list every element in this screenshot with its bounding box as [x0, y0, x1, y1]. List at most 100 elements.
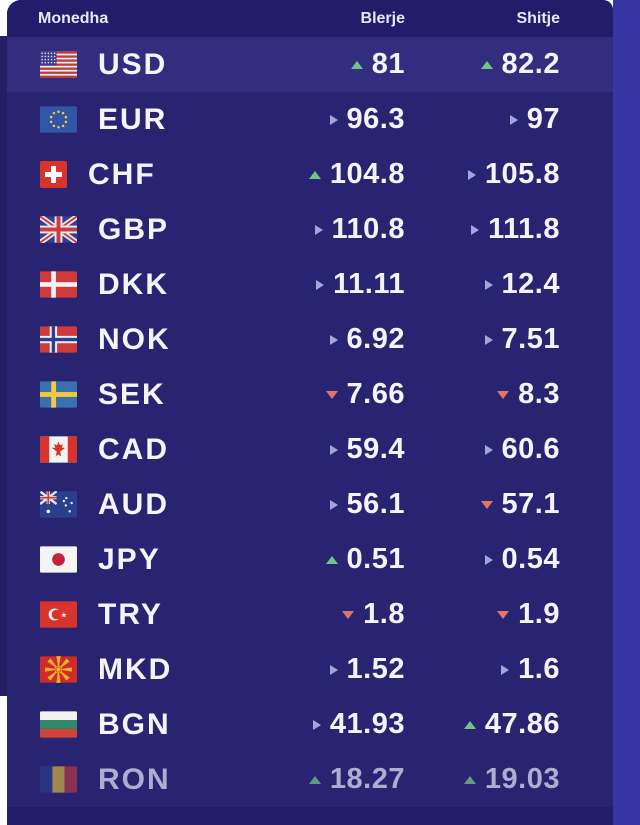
sell-value: 19.03	[484, 763, 560, 795]
table-row: EUR 96.3 97	[7, 92, 613, 147]
trend-up-icon	[463, 775, 476, 784]
currency-cell: JPY	[7, 543, 255, 577]
trend-up-icon	[350, 60, 363, 69]
buy-cell: 41.93	[255, 708, 405, 741]
trend-right-icon	[329, 334, 338, 345]
trend-down-icon	[325, 390, 338, 399]
buy-value: 104.8	[329, 158, 405, 190]
rates-table-body: USD 81 82.2 EUR 96.3 97 CHF 104.8 105.8 GBP 110.8…	[7, 37, 613, 807]
buy-cell: 81	[255, 48, 405, 81]
australia-flag-icon	[40, 491, 77, 518]
sell-value: 1.6	[518, 653, 560, 685]
sell-cell: 19.03	[405, 763, 560, 796]
trend-right-icon	[316, 279, 325, 290]
table-row: TRY 1.8 1.9	[7, 587, 613, 642]
denmark-flag-icon	[40, 271, 77, 298]
sell-cell: 1.6	[405, 653, 560, 686]
currency-cell: GBP	[7, 213, 255, 247]
currency-code: CHF	[88, 157, 156, 191]
table-row: DKK 11.11 12.4	[7, 257, 613, 312]
buy-cell: 7.66	[255, 378, 405, 411]
buy-cell: 96.3	[255, 103, 405, 136]
page-left-strip	[0, 36, 7, 696]
trend-right-icon	[484, 444, 493, 455]
trend-right-icon	[329, 114, 338, 125]
trend-right-icon	[509, 114, 518, 125]
currency-cell: AUD	[7, 488, 255, 522]
currency-code: RON	[98, 762, 171, 796]
trend-down-icon	[497, 390, 510, 399]
sell-value: 57.1	[501, 488, 560, 520]
buy-cell: 59.4	[255, 433, 405, 466]
trend-down-icon	[480, 500, 493, 509]
table-row: NOK 6.92 7.51	[7, 312, 613, 367]
canada-flag-icon	[40, 436, 77, 463]
buy-value: 6.92	[346, 323, 405, 355]
buy-value: 7.66	[346, 378, 405, 410]
trend-right-icon	[312, 719, 321, 730]
sell-value: 7.51	[501, 323, 560, 355]
buy-cell: 1.8	[255, 598, 405, 631]
sell-value: 97	[526, 103, 560, 135]
table-row: MKD 1.52 1.6	[7, 642, 613, 697]
romania-flag-icon	[40, 766, 77, 793]
trend-right-icon	[329, 499, 338, 510]
buy-value: 59.4	[346, 433, 405, 465]
currency-cell: USD	[7, 48, 255, 82]
buy-value: 41.93	[329, 708, 405, 740]
column-header-currency: Monedha	[38, 9, 109, 27]
eu-flag-icon	[40, 106, 77, 133]
trend-right-icon	[467, 169, 476, 180]
currency-code: USD	[98, 47, 168, 81]
currency-cell: NOK	[7, 323, 255, 357]
buy-value: 11.11	[333, 268, 405, 300]
sell-value: 12.4	[501, 268, 560, 300]
sell-value: 0.54	[501, 543, 560, 575]
buy-cell: 110.8	[255, 213, 405, 246]
currency-cell: MKD	[7, 653, 255, 687]
buy-value: 0.51	[346, 543, 405, 575]
currency-cell: DKK	[7, 268, 255, 302]
trend-right-icon	[484, 554, 493, 565]
buy-value: 110.8	[331, 213, 405, 245]
trend-right-icon	[329, 444, 338, 455]
sell-value: 105.8	[484, 158, 560, 190]
trend-right-icon	[501, 664, 510, 675]
trend-right-icon	[484, 279, 493, 290]
uk-flag-icon	[40, 216, 77, 243]
sell-value: 47.86	[484, 708, 560, 740]
sell-value: 60.6	[501, 433, 560, 465]
sell-cell: 1.9	[405, 598, 560, 631]
currency-code: DKK	[98, 267, 169, 301]
currency-code: GBP	[98, 212, 170, 246]
table-row: CHF 104.8 105.8	[7, 147, 613, 202]
sell-value: 82.2	[501, 48, 560, 80]
table-row: CAD 59.4 60.6	[7, 422, 613, 477]
sell-value: 1.9	[518, 598, 560, 630]
sell-cell: 12.4	[405, 268, 560, 301]
sell-value: 111.8	[488, 213, 560, 245]
currency-code: BGN	[98, 707, 171, 741]
currency-code: CAD	[98, 432, 169, 466]
japan-flag-icon	[40, 546, 77, 573]
buy-value: 81	[371, 48, 405, 80]
trend-up-icon	[480, 60, 493, 69]
currency-cell: CHF	[7, 158, 255, 192]
exchange-rates-card: Monedha Blerje Shitje USD 81 82.2 EUR 96.3 97…	[7, 0, 613, 825]
currency-cell: RON	[7, 763, 255, 797]
currency-cell: BGN	[7, 708, 255, 742]
currency-cell: TRY	[7, 598, 255, 632]
page-right-strip	[613, 0, 640, 825]
buy-cell: 0.51	[255, 543, 405, 576]
norway-flag-icon	[40, 326, 77, 353]
trend-up-icon	[463, 720, 476, 729]
buy-value: 56.1	[346, 488, 405, 520]
table-row: RON 18.27 19.03	[7, 752, 613, 807]
trend-right-icon	[329, 664, 338, 675]
trend-down-icon	[497, 610, 510, 619]
trend-up-icon	[308, 170, 321, 179]
sell-cell: 57.1	[405, 488, 560, 521]
buy-cell: 56.1	[255, 488, 405, 521]
currency-code: AUD	[98, 487, 169, 521]
sell-cell: 82.2	[405, 48, 560, 81]
